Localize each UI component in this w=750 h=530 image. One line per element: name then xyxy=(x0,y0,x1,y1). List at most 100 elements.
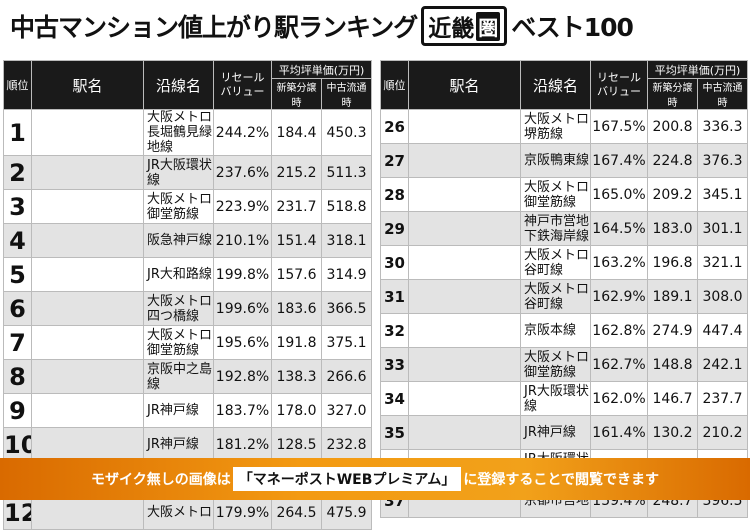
line-cell: JR大和路線 xyxy=(143,257,214,292)
table-row: 28 大阪メトロ御堂筋線 165.0% 209.2 345.1 xyxy=(380,177,748,212)
header-resale: リセール バリュー xyxy=(590,60,648,110)
table-row: 31 大阪メトロ谷町線 162.9% 189.1 308.0 xyxy=(380,279,748,314)
header-line: 沿線名 xyxy=(520,60,591,110)
price-new-cell: 200.8 xyxy=(647,109,698,144)
rank-cell: 29 xyxy=(380,211,409,246)
resale-cell: 181.2% xyxy=(213,427,272,462)
line-cell: 神戸市営地下鉄海岸線 xyxy=(520,211,591,246)
table-row: 35 JR神戸線 161.4% 130.2 210.2 xyxy=(380,415,748,450)
price-new-cell: 184.4 xyxy=(271,109,322,156)
resale-cell: 199.6% xyxy=(213,291,272,326)
price-new-cell: 151.4 xyxy=(271,223,322,258)
header-line: 沿線名 xyxy=(143,60,214,110)
station-mosaic xyxy=(31,189,144,224)
line-cell: 大阪メトロ御堂筋線 xyxy=(143,189,214,224)
station-mosaic xyxy=(408,279,521,314)
line-cell: JR大阪環状線 xyxy=(143,155,214,190)
price-used-cell: 447.4 xyxy=(697,313,748,348)
price-used-cell: 366.5 xyxy=(321,291,372,326)
station-mosaic xyxy=(31,359,144,394)
table-row: 33 大阪メトロ御堂筋線 162.7% 148.8 242.1 xyxy=(380,347,748,382)
price-new-cell: 183.6 xyxy=(271,291,322,326)
price-new-cell: 148.8 xyxy=(647,347,698,382)
station-mosaic xyxy=(31,257,144,292)
station-mosaic xyxy=(408,381,521,416)
price-used-cell: 318.1 xyxy=(321,223,372,258)
resale-cell: 210.1% xyxy=(213,223,272,258)
line-cell: 京阪中之島線 xyxy=(143,359,214,394)
station-mosaic xyxy=(408,347,521,382)
line-cell: 京阪鴨東線 xyxy=(520,143,591,178)
resale-cell: 165.0% xyxy=(590,177,648,212)
rank-cell: 2 xyxy=(3,155,32,190)
price-new-cell: 215.2 xyxy=(271,155,322,190)
price-new-cell: 138.3 xyxy=(271,359,322,394)
header-price-new: 新築分譲時 xyxy=(271,78,322,110)
table-row: 5 JR大和路線 199.8% 157.6 314.9 xyxy=(3,257,372,292)
line-cell: 大阪メトロ長堀鶴見緑地線 xyxy=(143,109,214,156)
station-mosaic xyxy=(31,495,144,530)
station-mosaic xyxy=(408,313,521,348)
header-rank: 順位 xyxy=(380,60,409,110)
resale-cell: 199.8% xyxy=(213,257,272,292)
rank-cell: 10 xyxy=(3,427,32,462)
rank-cell: 12 xyxy=(3,495,32,530)
line-cell: 大阪メトロ谷町線 xyxy=(520,245,591,280)
line-cell: 大阪メトロ谷町線 xyxy=(520,279,591,314)
resale-cell: 163.2% xyxy=(590,245,648,280)
rank-cell: 33 xyxy=(380,347,409,382)
table-row: 30 大阪メトロ谷町線 163.2% 196.8 321.1 xyxy=(380,245,748,280)
rank-cell: 27 xyxy=(380,143,409,178)
table-row: 8 京阪中之島線 192.8% 138.3 266.6 xyxy=(3,359,372,394)
rank-cell: 3 xyxy=(3,189,32,224)
station-mosaic xyxy=(408,211,521,246)
rank-cell: 34 xyxy=(380,381,409,416)
line-cell: 大阪メトロ御堂筋線 xyxy=(520,347,591,382)
region-suffix: 圏 xyxy=(476,11,501,41)
resale-cell: 192.8% xyxy=(213,359,272,394)
station-mosaic xyxy=(408,245,521,280)
table-row: 29 神戸市営地下鉄海岸線 164.5% 183.0 301.1 xyxy=(380,211,748,246)
premium-banner[interactable]: モザイク無しの画像は 「マネーポストWEBプレミアム」 に登録することで閲覧でき… xyxy=(0,458,750,500)
rank-cell: 35 xyxy=(380,415,409,450)
table-row: 34 JR大阪環状線 162.0% 146.7 237.7 xyxy=(380,381,748,416)
ranking-table-right: 順位 駅名 沿線名 リセール バリュー 平均坪単価(万円) 新築分譲時 中古流通… xyxy=(380,60,748,518)
price-new-cell: 189.1 xyxy=(647,279,698,314)
price-used-cell: 336.3 xyxy=(697,109,748,144)
price-new-cell: 157.6 xyxy=(271,257,322,292)
price-used-cell: 518.8 xyxy=(321,189,372,224)
resale-cell: 183.7% xyxy=(213,393,272,428)
header-price-used: 中古流通時 xyxy=(697,78,748,110)
station-mosaic xyxy=(408,177,521,212)
header-rank: 順位 xyxy=(3,60,32,110)
station-mosaic xyxy=(31,223,144,258)
rank-cell: 30 xyxy=(380,245,409,280)
header-price-new: 新築分譲時 xyxy=(647,78,698,110)
table-row: 6 大阪メトロ四つ橋線 199.6% 183.6 366.5 xyxy=(3,291,372,326)
page-title: 中古マンション値上がり駅ランキング 近畿 圏 ベスト100 xyxy=(0,0,750,52)
price-used-cell: 237.7 xyxy=(697,381,748,416)
banner-highlight[interactable]: 「マネーポストWEBプレミアム」 xyxy=(232,467,462,491)
price-new-cell: 209.2 xyxy=(647,177,698,212)
price-used-cell: 475.9 xyxy=(321,495,372,530)
price-new-cell: 130.2 xyxy=(647,415,698,450)
resale-cell: 167.4% xyxy=(590,143,648,178)
banner-text-post: に登録することで閲覧できます xyxy=(463,472,660,488)
station-mosaic xyxy=(31,393,144,428)
rank-cell: 8 xyxy=(3,359,32,394)
price-new-cell: 231.7 xyxy=(271,189,322,224)
header-resale: リセール バリュー xyxy=(213,60,272,110)
line-cell: JR大阪環状線 xyxy=(520,381,591,416)
resale-cell: 244.2% xyxy=(213,109,272,156)
line-cell: JR神戸線 xyxy=(520,415,591,450)
region-label: 近畿 xyxy=(428,16,475,42)
price-used-cell: 210.2 xyxy=(697,415,748,450)
resale-cell: 162.8% xyxy=(590,313,648,348)
line-cell: 京阪本線 xyxy=(520,313,591,348)
station-mosaic xyxy=(31,427,144,462)
price-used-cell: 232.8 xyxy=(321,427,372,462)
resale-cell: 162.7% xyxy=(590,347,648,382)
price-used-cell: 321.1 xyxy=(697,245,748,280)
